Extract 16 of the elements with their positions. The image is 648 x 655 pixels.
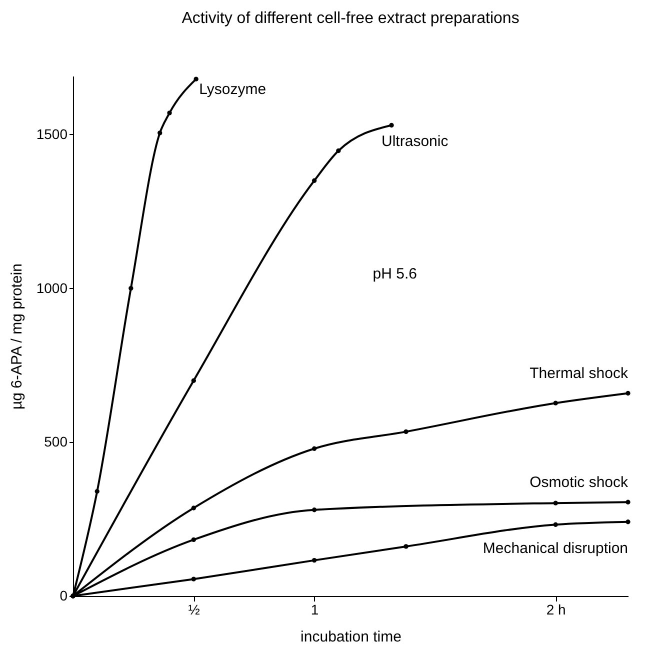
series-label: Ultrasonic [382, 133, 449, 150]
y-tick-label: 500 [44, 434, 68, 450]
series-label: Osmotic shock [530, 474, 628, 492]
y-tick-label: 1000 [36, 280, 68, 296]
series-label: Lysozyme [199, 81, 266, 98]
chart-title: Activity of different cell-free extract preparations [182, 10, 520, 27]
series-label: Thermal shock [530, 365, 628, 382]
series-label: Mechanical disruption [482, 540, 628, 557]
x-tick-label: ½ [188, 602, 200, 618]
y-tick-label: 1500 [36, 126, 68, 142]
y-axis-title: µg 6-APA / mg protein [8, 264, 26, 410]
x-tick-label: 1 [310, 602, 319, 618]
x-axis-title: incubation time [300, 628, 402, 646]
annotation: pH 5.6 [372, 266, 417, 283]
y-tick-label: 0 [60, 588, 68, 604]
x-tick-label: 2 h [546, 602, 566, 618]
